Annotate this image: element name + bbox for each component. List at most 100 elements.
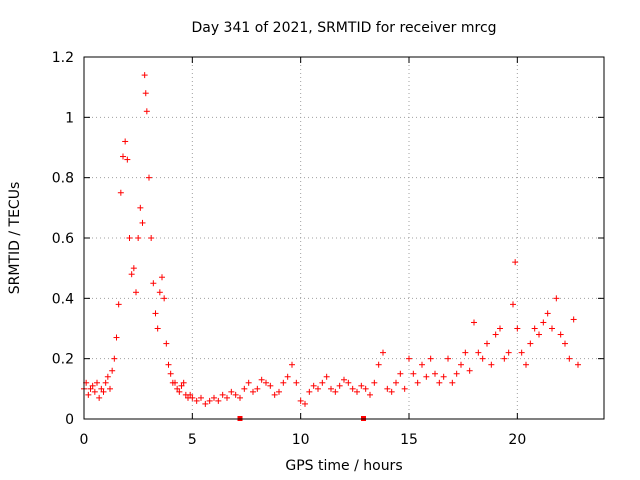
- x-tick-label: 10: [292, 432, 310, 448]
- data-point: [544, 310, 551, 317]
- data-point: [354, 388, 360, 395]
- data-point: [96, 394, 103, 401]
- data-point: [94, 379, 100, 386]
- data-point: [104, 373, 111, 380]
- data-point: [280, 379, 287, 386]
- x-tick-label: 20: [508, 432, 526, 448]
- data-point: [120, 153, 126, 160]
- data-point: [536, 331, 542, 338]
- data-point: [497, 325, 503, 332]
- y-tick-label: 0: [65, 412, 74, 428]
- data-point: [258, 376, 265, 383]
- data-point: [122, 138, 129, 145]
- data-point: [367, 391, 373, 398]
- data-point: [113, 334, 120, 341]
- data-point: [414, 379, 421, 386]
- data-point: [111, 355, 118, 362]
- data-point: [310, 382, 317, 389]
- data-point: [117, 189, 124, 196]
- chart-title: Day 341 of 2021, SRMTID for receiver mrc…: [191, 20, 496, 36]
- data-point: [549, 325, 555, 332]
- plot-frame: [83, 56, 605, 420]
- data-point: [165, 361, 172, 368]
- data-point: [224, 394, 230, 401]
- data-point: [156, 289, 163, 296]
- y-tick-label: 1.2: [52, 50, 74, 66]
- data-point: [180, 379, 187, 386]
- data-point: [202, 400, 209, 407]
- data-point: [566, 355, 573, 362]
- data-point: [115, 301, 122, 308]
- data-point: [232, 391, 239, 398]
- data-point: [341, 376, 347, 383]
- data-point: [323, 373, 330, 380]
- data-point: [109, 367, 116, 374]
- data-point: [440, 373, 447, 380]
- data-point: [458, 361, 464, 368]
- data-point: [336, 382, 343, 389]
- data-point: [254, 385, 261, 392]
- data-point: [174, 385, 181, 392]
- data-point: [328, 385, 334, 392]
- data-point: [193, 397, 200, 404]
- data-point: [436, 379, 443, 386]
- data-point: [475, 349, 482, 356]
- y-tick-label: 1: [65, 110, 74, 126]
- data-point: [540, 319, 547, 326]
- y-tick-label: 0.4: [52, 291, 74, 307]
- data-point: [471, 319, 477, 326]
- data-point: [393, 379, 399, 386]
- data-point: [250, 388, 256, 395]
- data-point: [401, 385, 408, 392]
- data-point: [87, 385, 94, 392]
- data-point: [319, 379, 326, 386]
- data-point: [241, 385, 248, 392]
- data-point: [107, 385, 113, 392]
- data-points: [81, 72, 581, 407]
- x-tick-label: 0: [80, 432, 89, 448]
- data-point: [302, 400, 308, 407]
- data-point: [215, 397, 222, 404]
- data-point: [161, 295, 168, 302]
- data-point: [211, 394, 217, 401]
- data-point: [510, 301, 516, 308]
- data-point: [245, 379, 252, 386]
- data-point: [143, 108, 150, 115]
- data-point: [139, 219, 146, 226]
- data-point: [85, 391, 92, 398]
- data-point: [384, 385, 391, 392]
- data-point: [289, 361, 295, 368]
- data-point: [514, 325, 521, 332]
- data-point: [128, 271, 135, 278]
- data-point: [141, 72, 148, 79]
- data-point: [505, 349, 512, 356]
- data-point: [488, 361, 495, 368]
- data-point: [562, 340, 568, 347]
- data-point: [466, 367, 473, 374]
- data-point: [271, 391, 278, 398]
- data-point: [206, 397, 213, 404]
- data-point: [406, 355, 412, 362]
- data-point: [419, 361, 425, 368]
- data-point: [445, 355, 451, 362]
- x-tick-label: 5: [188, 432, 197, 448]
- data-point: [371, 379, 378, 386]
- data-point: [133, 289, 139, 296]
- data-point: [531, 325, 538, 332]
- data-point: [332, 388, 339, 395]
- data-point: [198, 394, 204, 401]
- data-point: [449, 379, 456, 386]
- data-point: [124, 156, 131, 163]
- x-axis-label: GPS time / hours: [285, 458, 402, 474]
- data-point: [557, 331, 564, 338]
- y-tick-label: 0.2: [52, 352, 74, 368]
- data-point: [146, 174, 152, 181]
- data-point: [453, 370, 460, 377]
- data-point: [553, 295, 560, 302]
- data-point: [176, 388, 183, 395]
- data-point: [484, 340, 490, 347]
- data-point: [228, 388, 235, 395]
- data-point: [152, 310, 159, 317]
- data-point: [297, 397, 304, 404]
